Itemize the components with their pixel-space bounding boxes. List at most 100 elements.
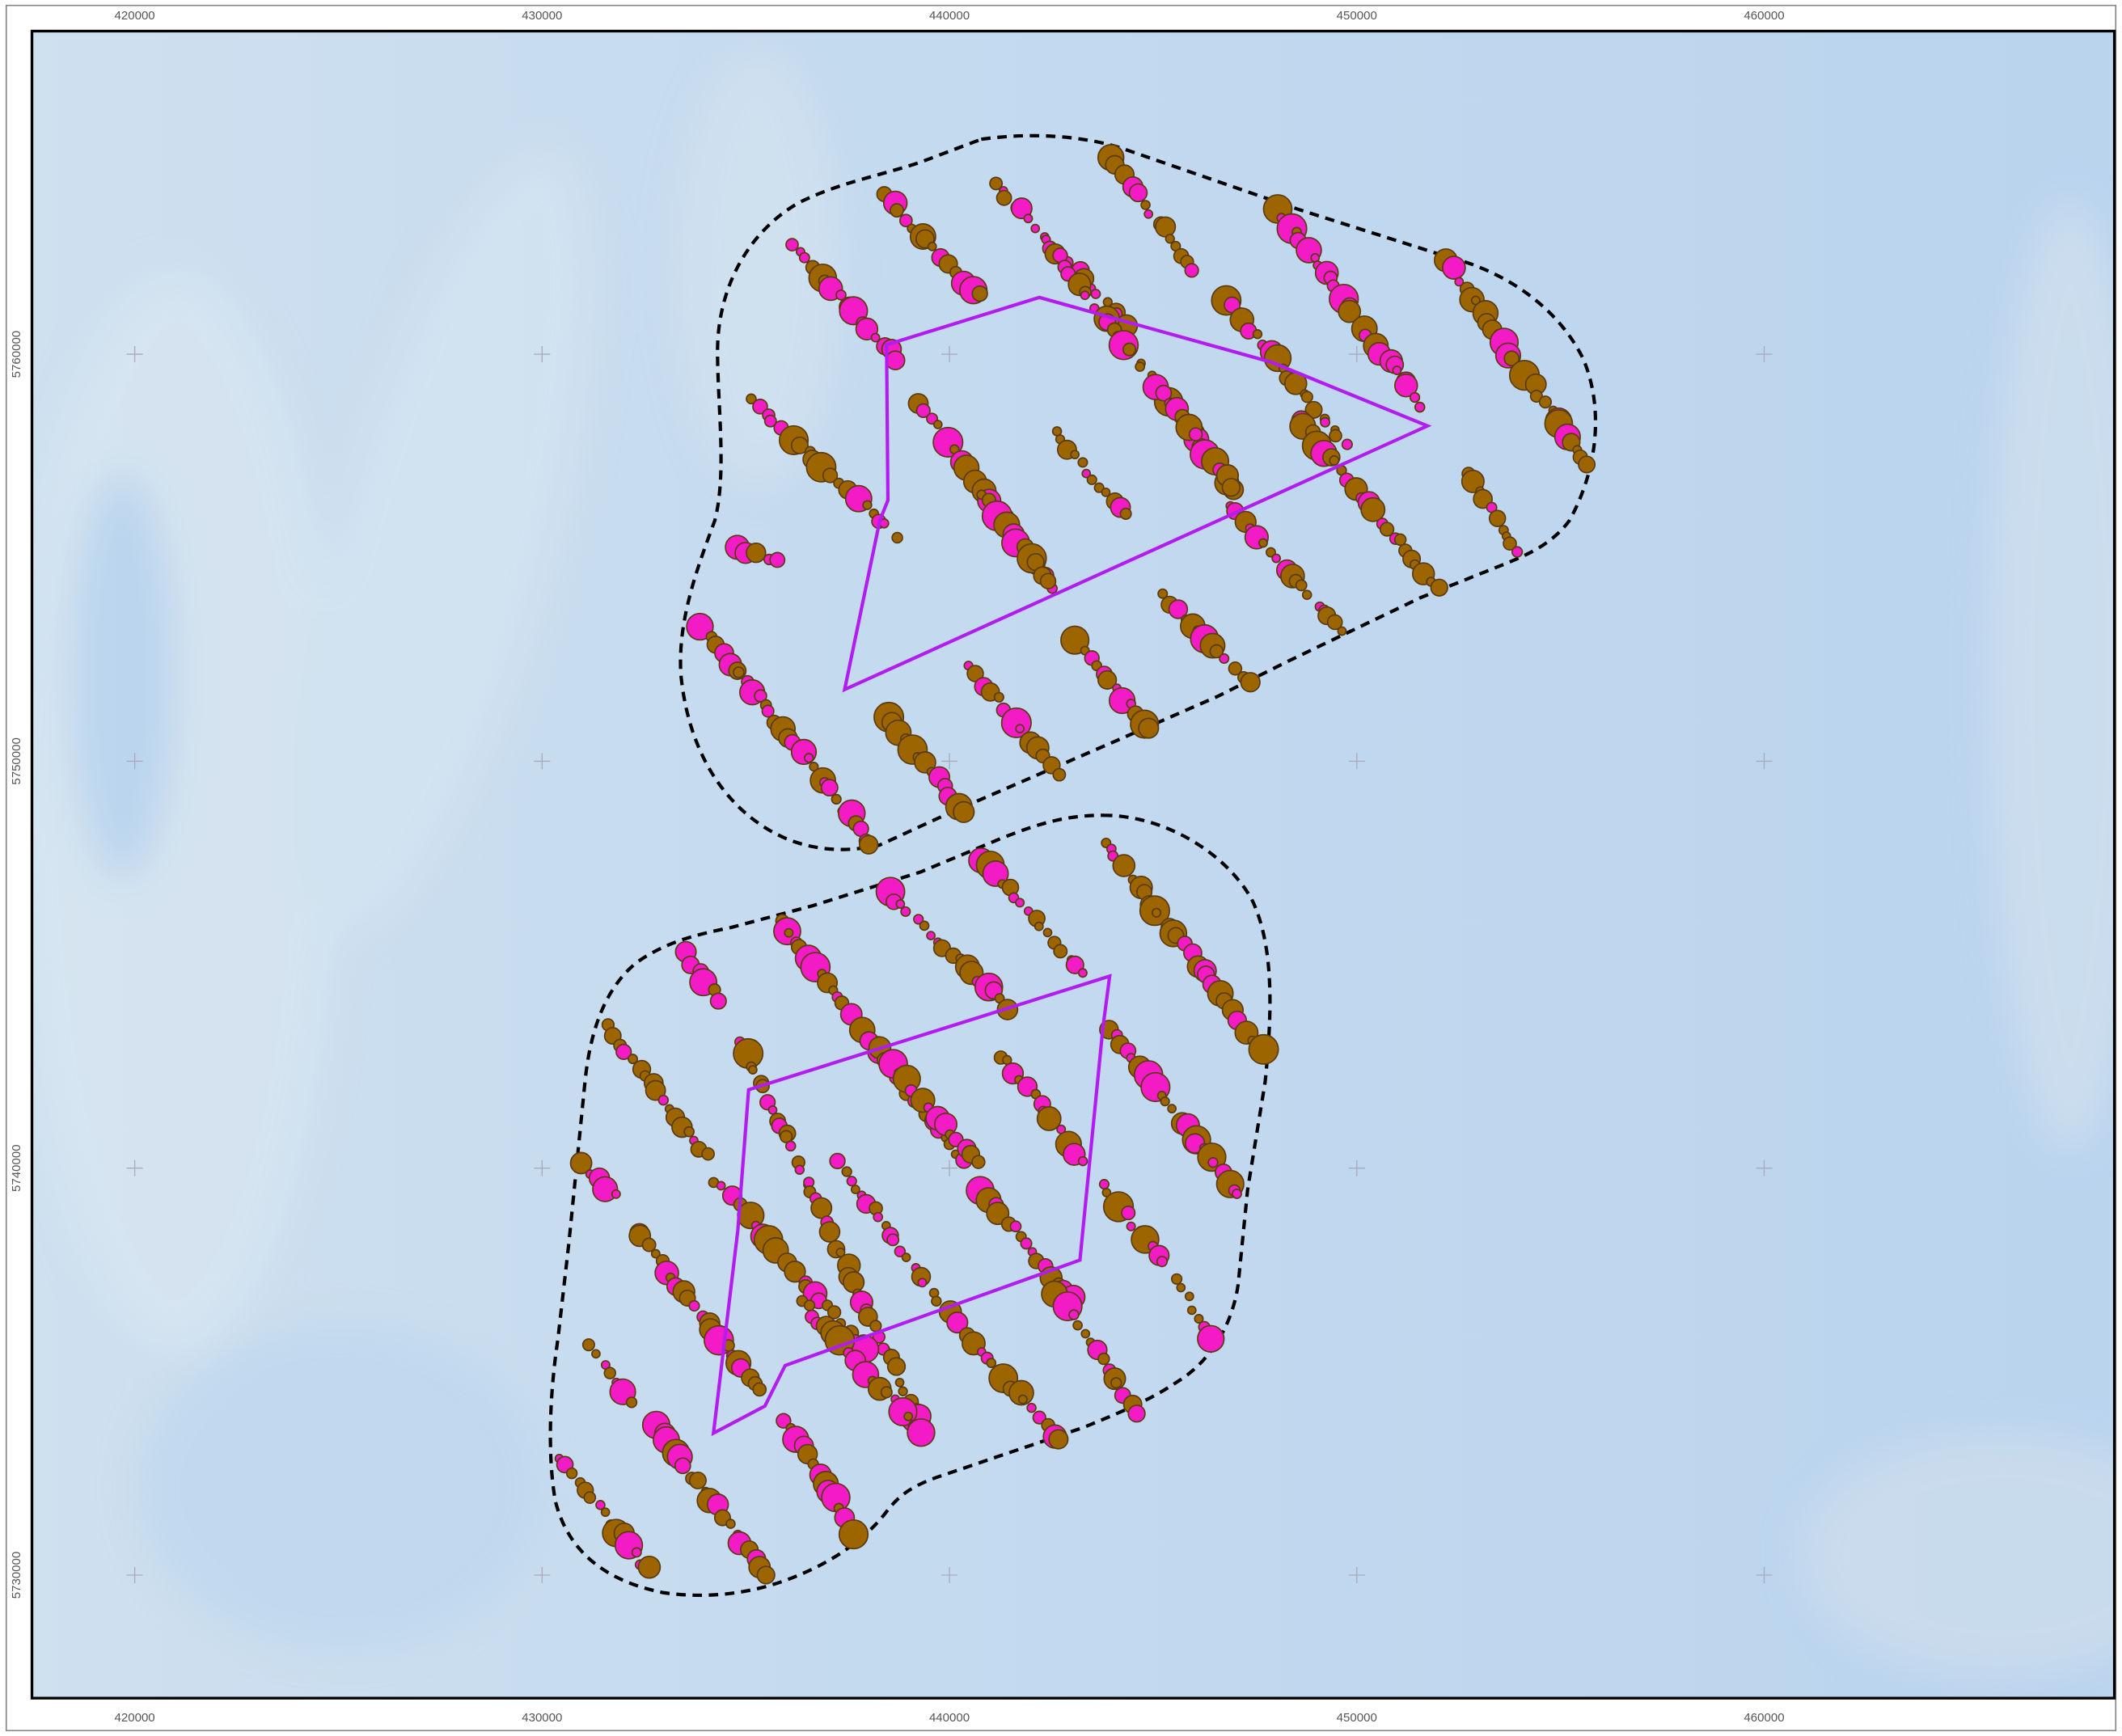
grid-cross xyxy=(941,1566,958,1584)
survey-point xyxy=(1010,197,1033,220)
survey-point xyxy=(1081,468,1092,479)
survey-point xyxy=(1077,968,1088,978)
survey-point xyxy=(1393,533,1407,547)
survey-point xyxy=(615,1043,632,1060)
y-label: 5730000 xyxy=(10,1552,23,1599)
grid-cross xyxy=(126,1159,143,1176)
survey-point xyxy=(1414,401,1426,413)
survey-point xyxy=(843,1271,865,1294)
survey-point xyxy=(1252,329,1263,340)
north-area xyxy=(842,295,1432,693)
survey-point xyxy=(901,1252,911,1262)
x-label-bottom: 420000 xyxy=(115,1711,155,1725)
survey-point xyxy=(900,906,911,917)
survey-point xyxy=(898,213,913,228)
grid-cross xyxy=(1348,1159,1365,1176)
survey-point xyxy=(1338,299,1362,323)
survey-point xyxy=(746,393,757,405)
survey-point xyxy=(1168,599,1189,619)
survey-point xyxy=(1009,1220,1022,1233)
survey-point xyxy=(886,1357,907,1376)
survey-point xyxy=(592,1176,619,1202)
survey-point xyxy=(1194,1313,1204,1324)
survey-point xyxy=(917,1278,928,1288)
map-frame xyxy=(30,29,2116,1700)
survey-point xyxy=(915,403,931,418)
survey-point xyxy=(894,1245,907,1258)
survey-point xyxy=(971,285,988,302)
survey-point xyxy=(971,1155,986,1169)
survey-point xyxy=(1090,289,1101,299)
survey-point xyxy=(810,1197,833,1219)
survey-point xyxy=(1503,350,1520,367)
survey-point xyxy=(1086,474,1097,485)
survey-point xyxy=(1048,1429,1069,1450)
survey-point xyxy=(1143,209,1154,219)
survey-point xyxy=(1430,578,1448,597)
survey-point xyxy=(1529,389,1543,403)
survey-point xyxy=(1184,263,1199,278)
survey-point xyxy=(1032,1410,1046,1425)
survey-point xyxy=(1394,373,1418,398)
survey-point xyxy=(1240,672,1261,693)
survey-point xyxy=(1077,1155,1088,1167)
survey-point xyxy=(946,1312,969,1334)
survey-point xyxy=(826,1305,842,1320)
survey-point xyxy=(769,551,786,568)
grid-cross xyxy=(1348,753,1365,770)
survey-point xyxy=(1248,1033,1279,1065)
survey-point xyxy=(818,1221,841,1243)
survey-point xyxy=(1101,488,1111,497)
survey-point xyxy=(784,927,794,938)
grid-cross xyxy=(534,1566,551,1584)
survey-point xyxy=(645,1079,666,1101)
survey-point xyxy=(804,753,814,763)
survey-point xyxy=(1110,1377,1122,1389)
survey-point xyxy=(1538,395,1553,409)
survey-point xyxy=(1155,216,1177,238)
survey-point xyxy=(907,1418,936,1447)
survey-point xyxy=(995,189,1012,206)
survey-point xyxy=(1209,644,1224,659)
grid-cross xyxy=(1756,1566,1773,1584)
x-label-top: 450000 xyxy=(1337,9,1377,23)
survey-point xyxy=(798,251,810,264)
grid-cross xyxy=(534,753,551,770)
survey-point xyxy=(1140,200,1151,210)
survey-point xyxy=(1266,547,1276,558)
survey-point xyxy=(1155,384,1173,402)
survey-point xyxy=(1511,546,1524,558)
survey-point xyxy=(725,1518,736,1529)
survey-point xyxy=(846,1176,857,1187)
survey-point xyxy=(1301,589,1313,601)
survey-point xyxy=(1070,450,1080,460)
survey-point xyxy=(1097,1352,1110,1366)
survey-point xyxy=(1186,1305,1197,1316)
survey-point xyxy=(820,779,839,797)
survey-point xyxy=(1068,1309,1080,1320)
grid-cross xyxy=(941,346,958,363)
survey-point xyxy=(1176,1282,1186,1293)
survey-point xyxy=(1127,1404,1146,1423)
survey-point xyxy=(790,436,809,454)
survey-point xyxy=(595,1499,606,1510)
survey-point xyxy=(927,241,937,251)
survey-point xyxy=(1135,361,1146,372)
survey-point xyxy=(870,332,881,343)
survey-point xyxy=(779,1130,793,1143)
survey-point xyxy=(603,1366,617,1379)
survey-point xyxy=(1473,488,1493,509)
x-label-top: 440000 xyxy=(929,9,970,23)
survey-point xyxy=(716,1181,726,1191)
grid-cross xyxy=(126,1566,143,1584)
survey-point xyxy=(1300,391,1313,403)
coordinate-labels: 420000 420000 430000 430000 440000 440000 4500… xyxy=(10,9,1784,1725)
grid-cross xyxy=(1348,346,1365,363)
survey-point xyxy=(733,666,745,678)
x-label-bottom: 440000 xyxy=(929,1711,970,1725)
survey-point xyxy=(1360,496,1386,522)
survey-point xyxy=(631,1547,642,1558)
survey-point xyxy=(803,1299,816,1312)
survey-point xyxy=(1503,536,1517,551)
